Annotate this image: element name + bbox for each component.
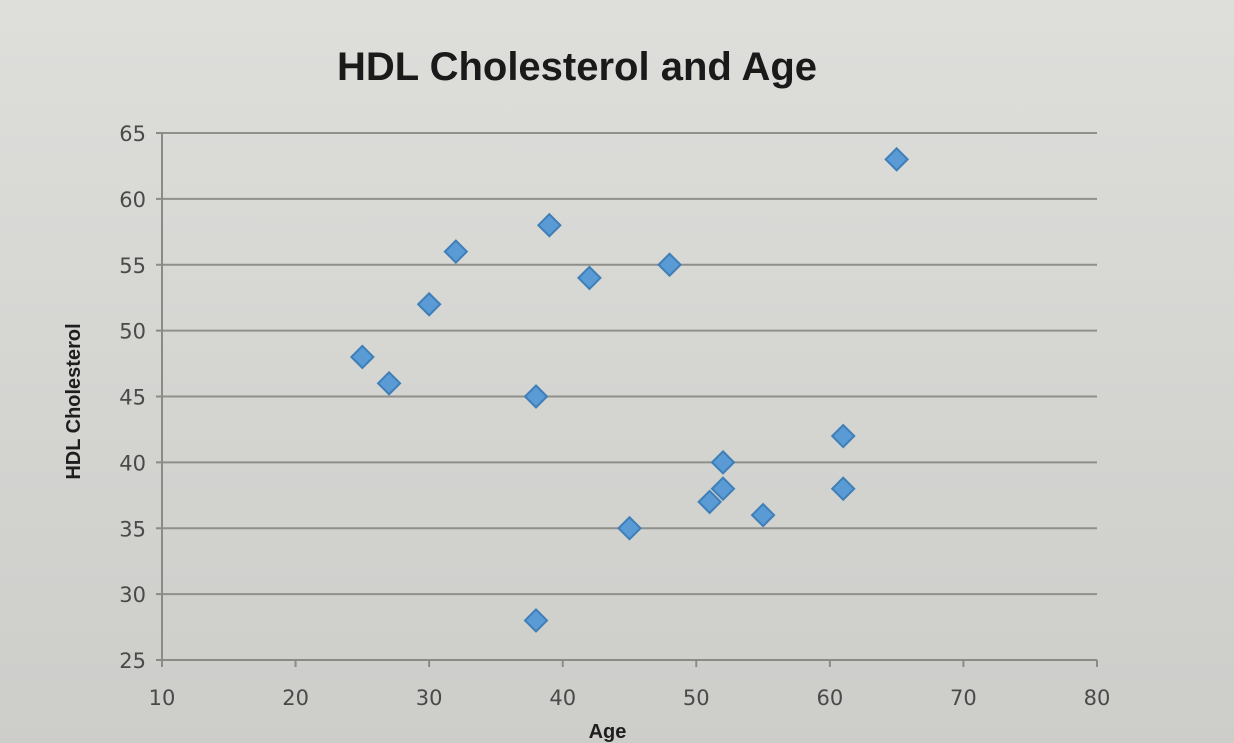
data-point-13 <box>710 449 736 475</box>
y-axis-label: HDL Cholesterol <box>63 323 85 479</box>
data-point-4 <box>443 239 469 264</box>
data-point-14 <box>750 502 776 528</box>
y-tick-label-35: 35 <box>119 517 146 541</box>
data-point-10 <box>657 252 682 278</box>
data-point-9 <box>617 515 642 541</box>
data-point-8 <box>577 265 602 291</box>
data-points <box>349 146 910 633</box>
x-tick-label-80: 80 <box>1084 686 1111 710</box>
data-point-2 <box>376 370 402 396</box>
y-tick-label-30: 30 <box>119 583 146 607</box>
data-point-3 <box>416 291 442 317</box>
data-point-6 <box>523 608 549 633</box>
x-tick-label-30: 30 <box>416 686 443 710</box>
y-tick-label-60: 60 <box>119 188 146 212</box>
axes <box>156 132 1098 667</box>
data-point-16 <box>830 476 856 502</box>
x-tick-label-40: 40 <box>549 686 576 710</box>
x-tick-label-20: 20 <box>282 686 309 710</box>
data-point-11 <box>697 489 723 515</box>
y-tick-label-50: 50 <box>119 320 146 344</box>
x-tick-label-50: 50 <box>683 686 710 710</box>
tick-labels: 25 30 35 40 45 50 55 60 65 10 20 30 40 50 60 70 80 <box>119 122 1110 710</box>
data-point-1 <box>349 344 375 370</box>
data-point-12 <box>710 476 736 502</box>
x-axis-label: Age <box>589 721 627 743</box>
y-tick-label-65: 65 <box>119 122 146 146</box>
y-tick-label-25: 25 <box>119 649 146 673</box>
data-point-5 <box>523 384 549 409</box>
x-tick-label-10: 10 <box>149 686 176 710</box>
data-point-7 <box>536 212 562 238</box>
y-tick-label-45: 45 <box>119 386 146 410</box>
chart-title: HDL Cholesterol and Age <box>337 45 817 89</box>
data-point-15 <box>830 423 856 449</box>
gridlines <box>162 132 1097 596</box>
x-tick-label-70: 70 <box>950 686 977 710</box>
y-tick-label-55: 55 <box>119 254 146 278</box>
y-tick-label-40: 40 <box>119 451 146 475</box>
data-point-17 <box>884 146 910 172</box>
x-tick-label-60: 60 <box>816 686 843 710</box>
